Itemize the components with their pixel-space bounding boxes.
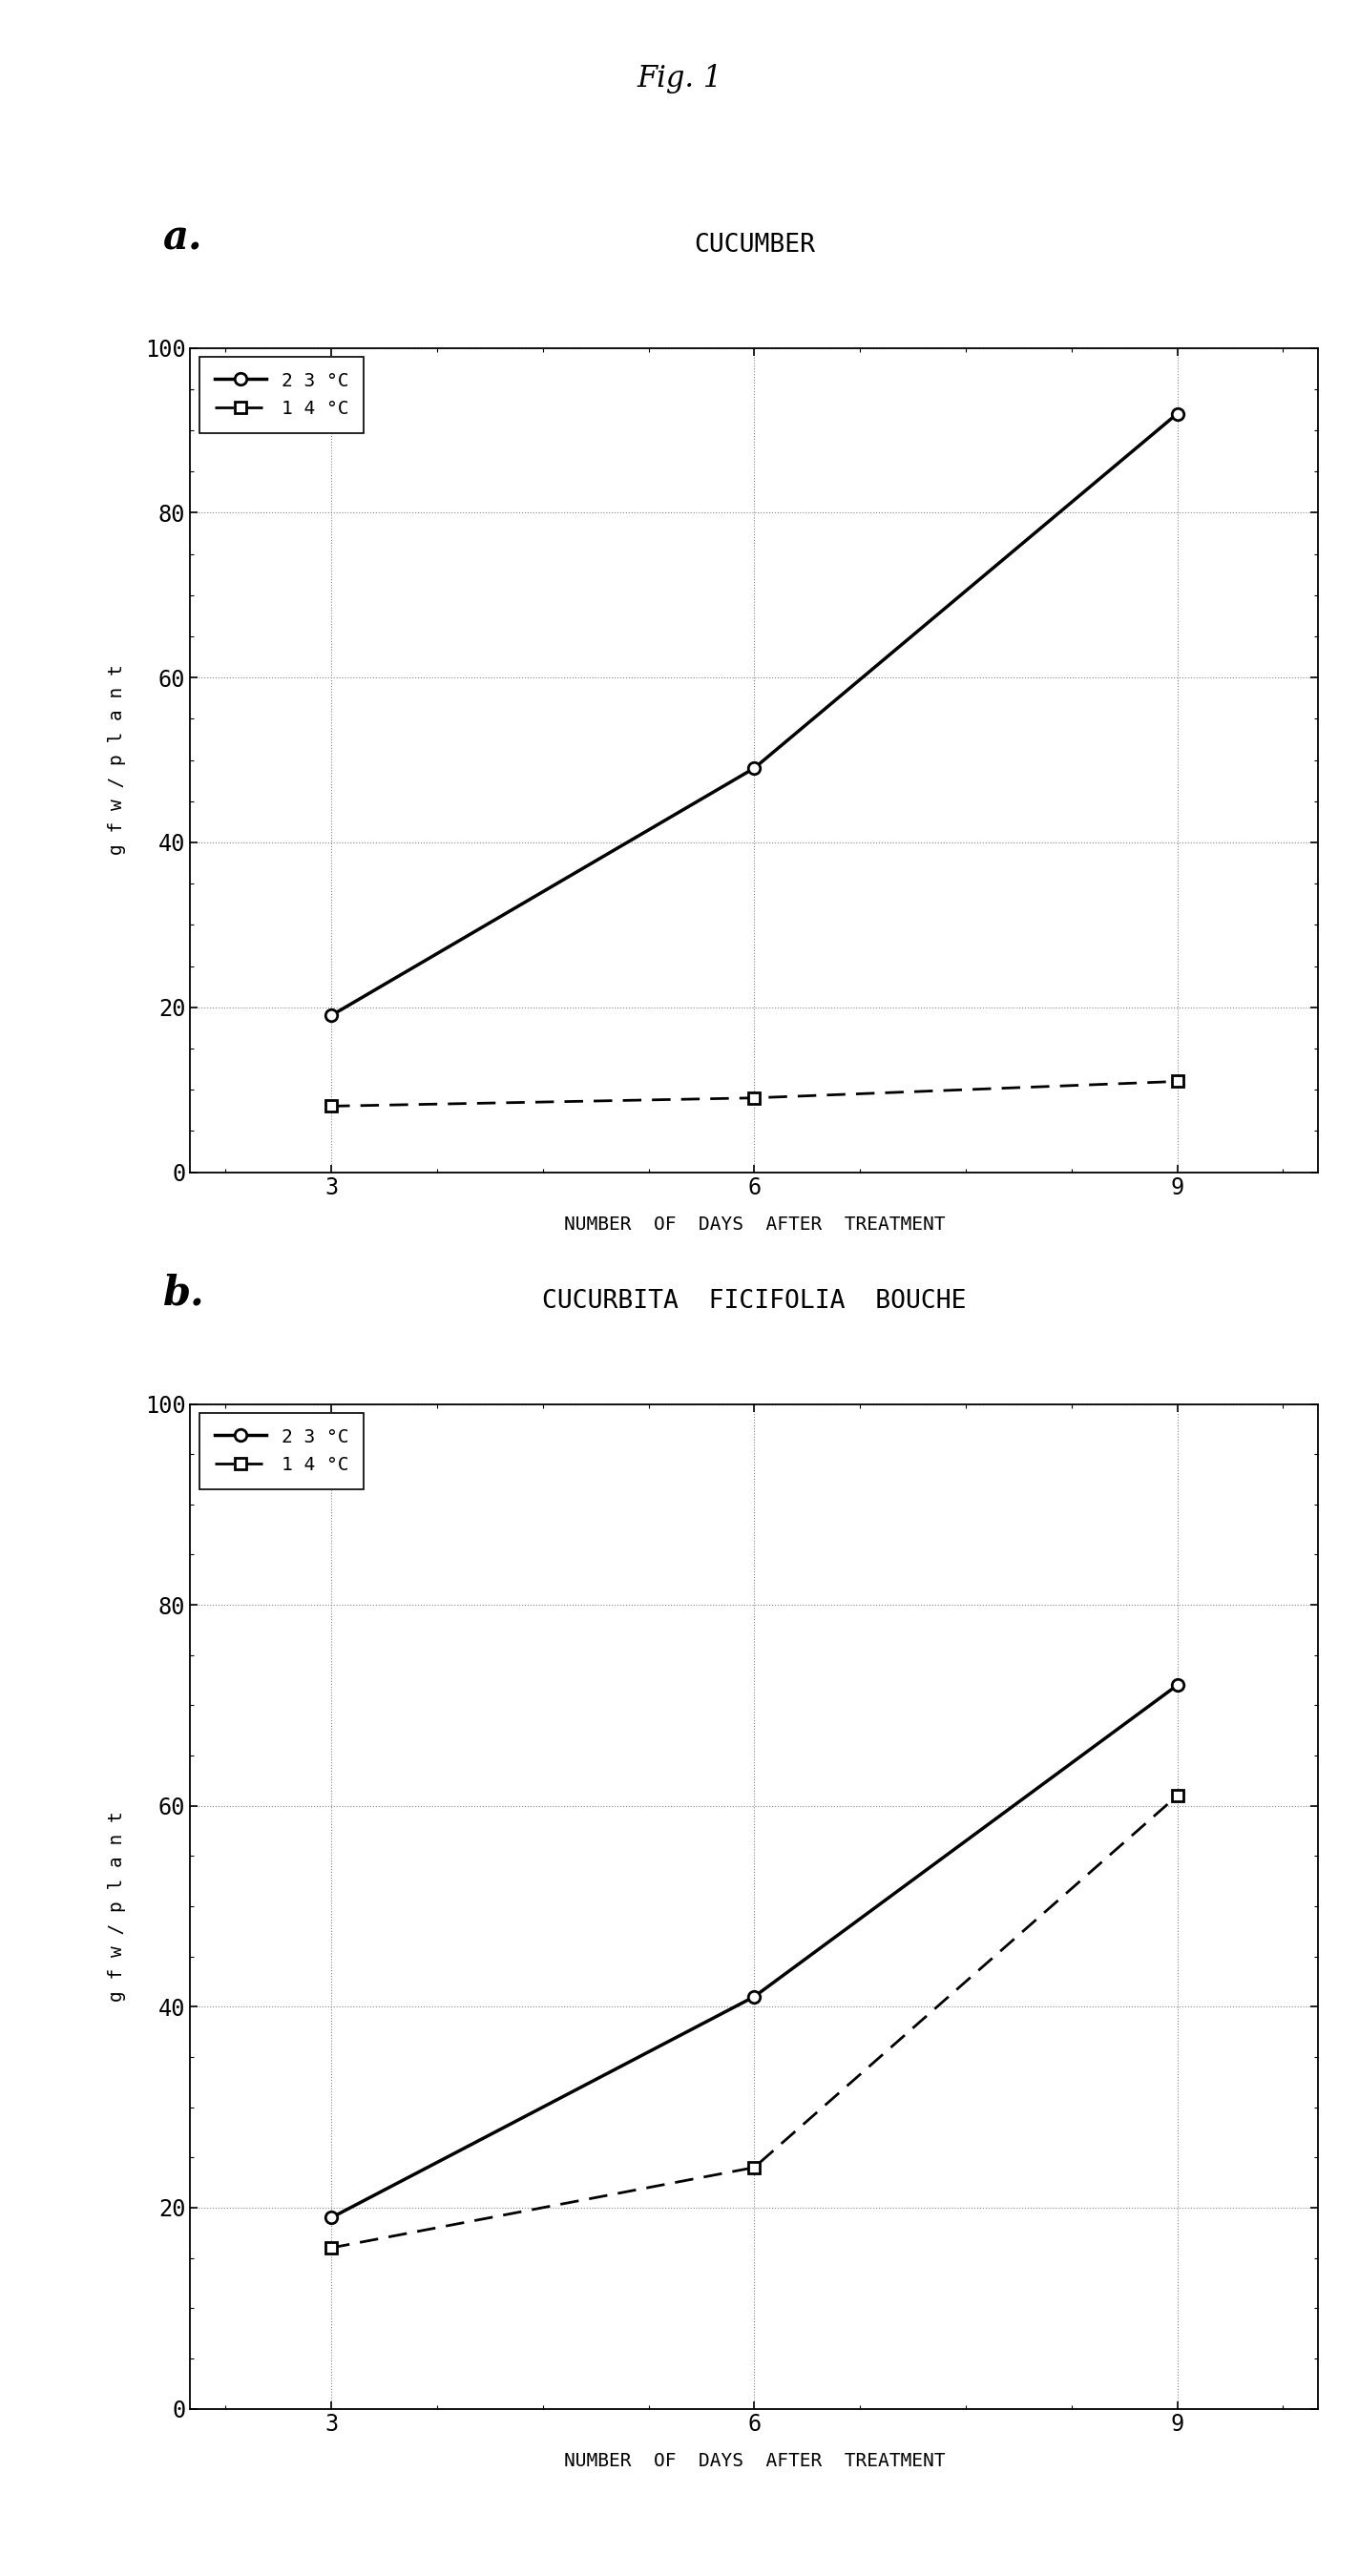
X-axis label: NUMBER  OF  DAYS  AFTER  TREATMENT: NUMBER OF DAYS AFTER TREATMENT — [564, 1216, 945, 1234]
Text: b.: b. — [163, 1273, 205, 1314]
Text: a.: a. — [163, 216, 202, 258]
Text: CUCURBITA  FICIFOLIA  BOUCHE: CUCURBITA FICIFOLIA BOUCHE — [542, 1288, 966, 1314]
1 4 °C — [746, 1082, 762, 1113]
Y-axis label: g f w / p l a n t: g f w / p l a n t — [109, 1811, 126, 2002]
Text: CUCUMBER: CUCUMBER — [693, 232, 815, 258]
Line: 2 3 °C: 2 3 °C — [325, 407, 1184, 1023]
2 3 °C — [1169, 399, 1185, 430]
Line: 1 4 °C: 1 4 °C — [325, 1074, 1184, 1113]
1 4 °C — [323, 1090, 340, 1121]
X-axis label: NUMBER  OF  DAYS  AFTER  TREATMENT: NUMBER OF DAYS AFTER TREATMENT — [564, 2452, 945, 2470]
Legend: 2 3 °C, 1 4 °C: 2 3 °C, 1 4 °C — [200, 1414, 363, 1489]
Legend: 2 3 °C, 1 4 °C: 2 3 °C, 1 4 °C — [200, 358, 363, 433]
Line: 1 4 °C: 1 4 °C — [325, 1790, 1184, 2254]
Y-axis label: g f w / p l a n t: g f w / p l a n t — [109, 665, 126, 855]
1 4 °C — [1169, 1066, 1185, 1097]
2 3 °C — [1169, 1669, 1185, 1700]
1 4 °C — [746, 2151, 762, 2182]
1 4 °C — [1169, 1780, 1185, 1811]
2 3 °C — [323, 999, 340, 1030]
2 3 °C — [746, 752, 762, 783]
2 3 °C — [323, 2202, 340, 2233]
1 4 °C — [323, 2233, 340, 2264]
Line: 2 3 °C: 2 3 °C — [325, 1680, 1184, 2223]
2 3 °C — [746, 1981, 762, 2012]
Text: Fig. 1: Fig. 1 — [637, 64, 722, 93]
